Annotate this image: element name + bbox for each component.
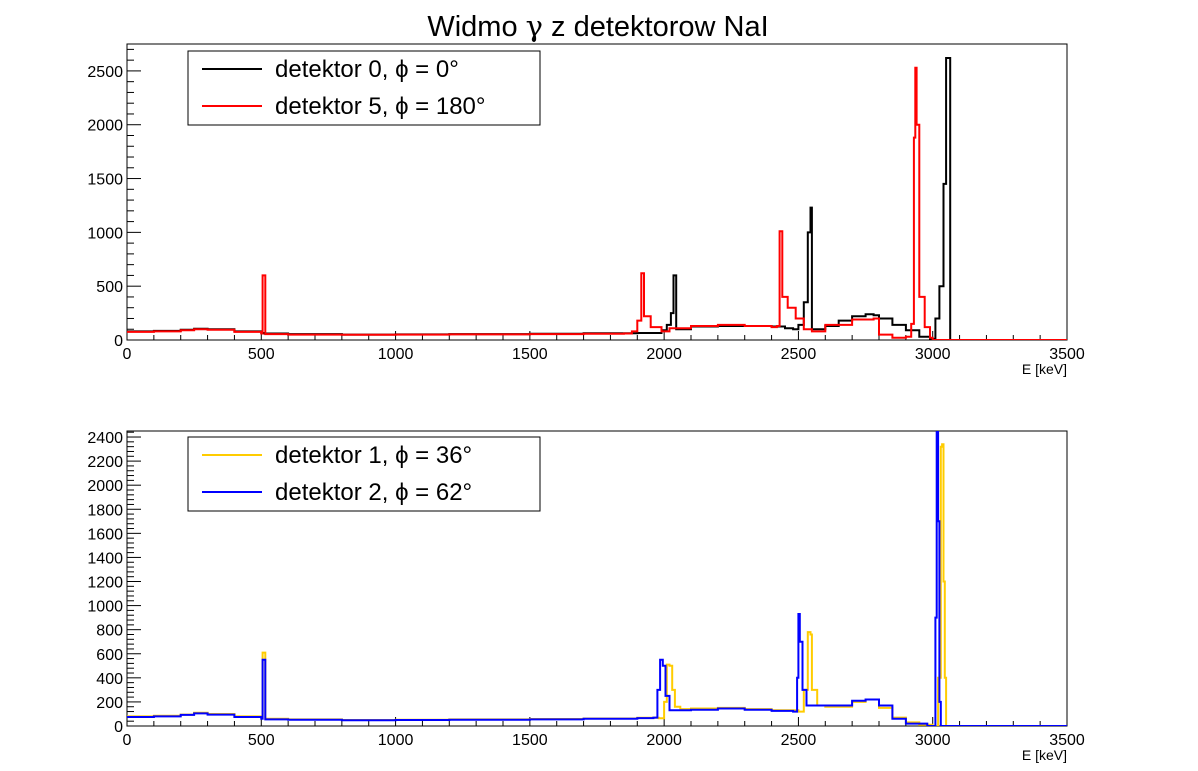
- panel-1-legend-box: [187, 436, 541, 512]
- panel-0-legend-label-0: detektor 0, ϕ = 0°: [275, 56, 459, 83]
- panel-0-x-tick-label: 500: [248, 346, 275, 363]
- panel-0-x-tick-label: 1000: [378, 346, 414, 363]
- panel-1-series-1-line: [127, 431, 1067, 726]
- panel-1-x-tick-label: 0: [123, 732, 132, 749]
- panel-1-x-axis-label: E [keV]: [1022, 747, 1067, 763]
- panel-1-x-tick-label: 3500: [1049, 732, 1085, 749]
- panel-0-x-tick-label: 3000: [915, 346, 951, 363]
- panel-1-y-tick-label: 1800: [87, 502, 123, 519]
- panel-0-y-tick-label: 1500: [87, 172, 123, 189]
- panel-1-frame: [126, 430, 1068, 727]
- panel-0-x-tick-label: 2500: [781, 346, 817, 363]
- panel-0-y-tick-label: 0: [114, 333, 123, 350]
- panel-1-y-tick-label: 1400: [87, 550, 123, 567]
- panel-1-y-tick-label: 200: [96, 695, 123, 712]
- panel-1-y-tick-label: 400: [96, 671, 123, 688]
- panel-1-y-tick-label: 1000: [87, 599, 123, 616]
- panel-1-y-tick-label: 1200: [87, 575, 123, 592]
- chart-title-prefix: Widmo: [427, 11, 525, 43]
- panel-0-y-tick-label: 500: [96, 279, 123, 296]
- panel-0-series-1-line: [127, 66, 1067, 340]
- panel-1-x-tick-label: 500: [248, 732, 275, 749]
- panel-0-y-tick-label: 2000: [87, 118, 123, 135]
- panel-1-y-tick-label: 2200: [87, 454, 123, 471]
- panel-0-y-tick-label: 2500: [87, 64, 123, 81]
- chart-title-greek: γ: [526, 9, 543, 43]
- panel-1-x-tick-label: 2000: [646, 732, 682, 749]
- panel-0-x-tick-label: 0: [123, 346, 132, 363]
- panel-1-y-tick-label: 600: [96, 647, 123, 664]
- panel-0-legend-box: [187, 50, 541, 126]
- panel-0-x-tick-label: 2000: [646, 346, 682, 363]
- panel-1-y-tick-label: 800: [96, 623, 123, 640]
- panel-1-y-tick-label: 2400: [87, 430, 123, 447]
- panel-0-frame: [126, 43, 1068, 341]
- panel-0-x-axis-label: E [keV]: [1022, 361, 1067, 377]
- panel-1-x-tick-label: 2500: [781, 732, 817, 749]
- panel-1-legend-label-0: detektor 1, ϕ = 36°: [275, 442, 472, 469]
- panel-1-y-tick-label: 1600: [87, 526, 123, 543]
- panel-1-y-tick-label: 2000: [87, 478, 123, 495]
- panel-0-x-tick-label: 1500: [512, 346, 548, 363]
- chart-title: Widmo γ z detektorow NaI: [427, 9, 768, 43]
- panel-1-x-tick-label: 3000: [915, 732, 951, 749]
- panel-0-y-tick-label: 1000: [87, 225, 123, 242]
- panel-0-x-tick-label: 3500: [1049, 346, 1085, 363]
- chart-title-suffix: z detektorow NaI: [543, 11, 769, 43]
- panel-1-legend-label-1: detektor 2, ϕ = 62°: [275, 479, 472, 506]
- panel-1-x-tick-label: 1500: [512, 732, 548, 749]
- panel-1-x-tick-label: 1000: [378, 732, 414, 749]
- panel-0-legend-label-1: detektor 5, ϕ = 180°: [275, 93, 486, 120]
- panel-1-y-tick-label: 0: [114, 719, 123, 736]
